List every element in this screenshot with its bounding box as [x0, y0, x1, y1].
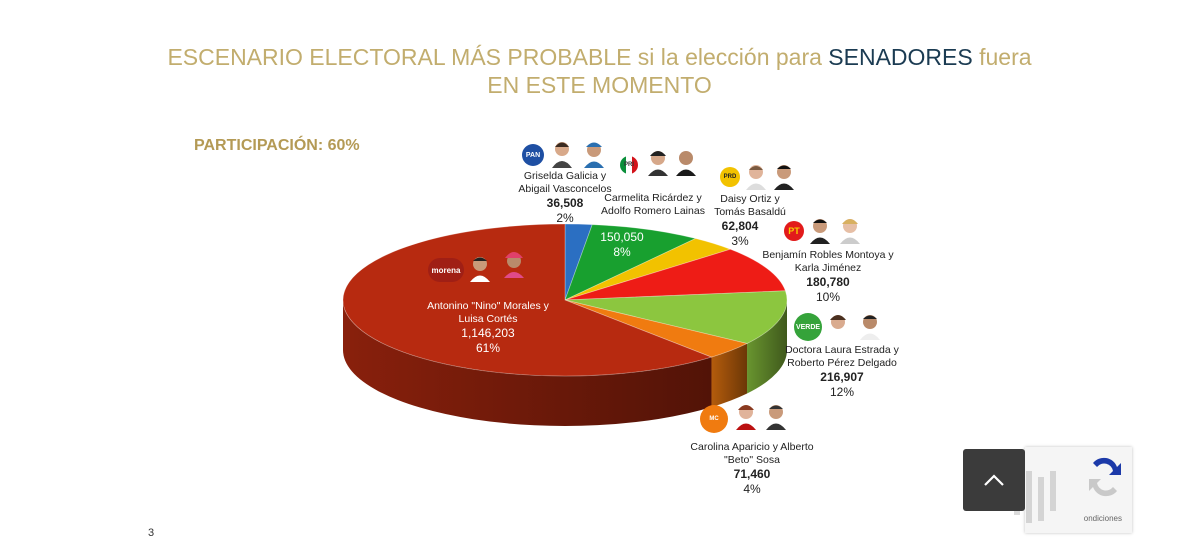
label-pri-names: Carmelita Ricárdez y Adolfo Romero Laina… [601, 192, 705, 217]
pie-slice-PAN [564, 223, 593, 301]
pt-logo-icon: PT [784, 221, 804, 241]
candidate-photo-icon [736, 405, 756, 430]
prd-logo-icon: PRD [720, 167, 740, 187]
pie-side-VERDE [747, 300, 787, 394]
morena-logo-icon: morena [428, 258, 464, 282]
pie-side-walls [343, 300, 787, 426]
candidate-photo-icon [470, 257, 490, 282]
label-prd: Daisy Ortiz y Tomás Basaldú 62,804 3% [714, 193, 786, 248]
verde-logo-icon: VERDE [794, 313, 822, 341]
pie-slice-MC [564, 299, 749, 358]
page-number: 3 [148, 527, 155, 539]
chevron-up-icon [984, 474, 1004, 486]
label-mc: Carolina Aparicio y Alberto "Beto" Sosa … [690, 441, 814, 496]
label-pt: Benjamín Robles Montoya y Karla Jiménez … [762, 249, 894, 304]
pie-slice-PRI [564, 224, 697, 301]
pie-slice-VERDE [564, 290, 788, 344]
scroll-to-top-button[interactable] [963, 449, 1025, 511]
pan-logo-icon: PAN [522, 144, 544, 166]
candidate-photo-icon [648, 151, 668, 176]
candidate-photo-icon [810, 219, 830, 244]
candidate-photo-icon [860, 315, 880, 340]
participation-label: PARTICIPACIÓN: 60% [194, 137, 360, 154]
chart-title-line1: ESCENARIO ELECTORAL MÁS PROBABLE si la e… [167, 44, 1032, 70]
recaptcha-icon [1089, 457, 1121, 497]
pie-slice-PT [564, 248, 786, 301]
label-pri-values: 150,050 8% [600, 230, 644, 259]
candidate-photo-icon [504, 252, 524, 278]
label-verde: Doctora Laura Estrada y Roberto Pérez De… [785, 344, 899, 399]
candidate-photo-icon [840, 219, 860, 244]
candidate-photo-icon [584, 142, 604, 168]
candidate-photo-icon [676, 151, 696, 176]
chart-title-line2: EN ESTE MOMENTO [487, 72, 712, 98]
recaptcha-terms-text: ondiciones [1083, 514, 1122, 523]
pie-side-morena [343, 300, 712, 426]
pie-slice-PRD [564, 238, 732, 301]
title-highlight: SENADORES [828, 44, 973, 70]
candidate-photo-icon [774, 165, 794, 190]
pie-side-MC [711, 343, 748, 408]
candidate-photo-icon [746, 165, 766, 190]
recaptcha-badge[interactable]: ondiciones [1025, 447, 1132, 533]
candidate-photo-icon [552, 142, 572, 168]
candidate-photo-icon [766, 405, 786, 430]
mc-logo-icon: MC [700, 405, 728, 433]
label-morena: Antonino "Nino" Morales y Luisa Cortés 1… [427, 300, 549, 355]
candidate-photo-icon [828, 315, 848, 340]
label-pan: Griselda Galicia y Abigail Vasconcelos 3… [518, 170, 612, 225]
pri-logo-icon: PRI [620, 156, 638, 174]
